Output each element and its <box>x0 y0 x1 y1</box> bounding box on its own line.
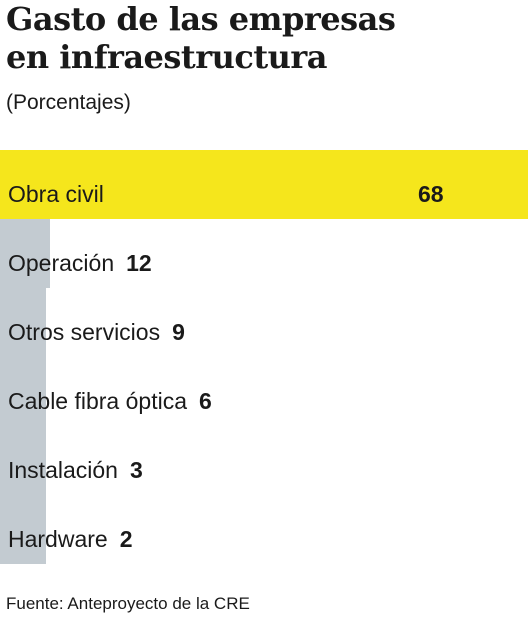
bar-3 <box>0 357 46 426</box>
value-label-0: 68 <box>418 181 444 207</box>
chart-subtitle: (Porcentajes) <box>6 91 131 114</box>
value-label-4: 3 <box>130 457 143 483</box>
value-label-2: 9 <box>172 319 185 345</box>
bar-0 <box>0 150 528 219</box>
category-label-3: Cable fibra óptica <box>8 388 187 414</box>
chart-title-line-1: Gasto de las empresas <box>6 0 396 38</box>
bar-4 <box>0 426 46 495</box>
value-label-3: 6 <box>199 388 212 414</box>
category-label-4: Instalación <box>8 457 118 483</box>
category-label-5: Hardware <box>8 526 108 552</box>
bar-2 <box>0 288 46 357</box>
bar-5 <box>0 495 46 564</box>
chart-title: Gasto de las empresas en infraestructura <box>6 0 396 76</box>
category-label-1: Operación <box>8 250 114 276</box>
value-label-1: 12 <box>126 250 152 276</box>
category-label-0: Obra civil <box>8 181 104 207</box>
category-label-2: Otros servicios <box>8 319 160 345</box>
value-label-5: 2 <box>120 526 133 552</box>
source-note: Fuente: Anteproyecto de la CRE <box>6 594 250 613</box>
chart-title-line-2: en infraestructura <box>6 38 327 76</box>
bar-1 <box>0 219 50 288</box>
